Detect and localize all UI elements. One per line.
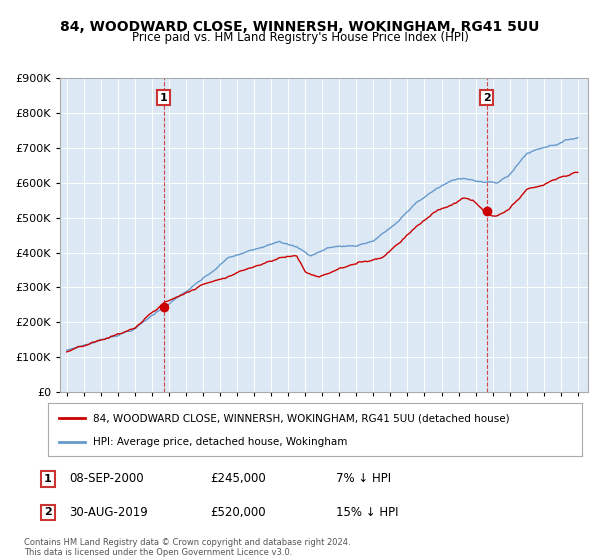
Text: £520,000: £520,000 bbox=[210, 506, 266, 519]
Text: 7% ↓ HPI: 7% ↓ HPI bbox=[336, 472, 391, 486]
Text: Contains HM Land Registry data © Crown copyright and database right 2024.
This d: Contains HM Land Registry data © Crown c… bbox=[24, 538, 350, 557]
Text: 84, WOODWARD CLOSE, WINNERSH, WOKINGHAM, RG41 5UU (detached house): 84, WOODWARD CLOSE, WINNERSH, WOKINGHAM,… bbox=[94, 413, 510, 423]
Text: HPI: Average price, detached house, Wokingham: HPI: Average price, detached house, Woki… bbox=[94, 436, 348, 446]
Text: 1: 1 bbox=[160, 92, 167, 102]
Text: 1: 1 bbox=[44, 474, 52, 484]
Text: 08-SEP-2000: 08-SEP-2000 bbox=[69, 472, 143, 486]
Text: 2: 2 bbox=[44, 507, 52, 517]
Text: 2: 2 bbox=[483, 92, 491, 102]
Text: 30-AUG-2019: 30-AUG-2019 bbox=[69, 506, 148, 519]
Text: 15% ↓ HPI: 15% ↓ HPI bbox=[336, 506, 398, 519]
Text: Price paid vs. HM Land Registry's House Price Index (HPI): Price paid vs. HM Land Registry's House … bbox=[131, 31, 469, 44]
Text: £245,000: £245,000 bbox=[210, 472, 266, 486]
Text: 84, WOODWARD CLOSE, WINNERSH, WOKINGHAM, RG41 5UU: 84, WOODWARD CLOSE, WINNERSH, WOKINGHAM,… bbox=[61, 20, 539, 34]
